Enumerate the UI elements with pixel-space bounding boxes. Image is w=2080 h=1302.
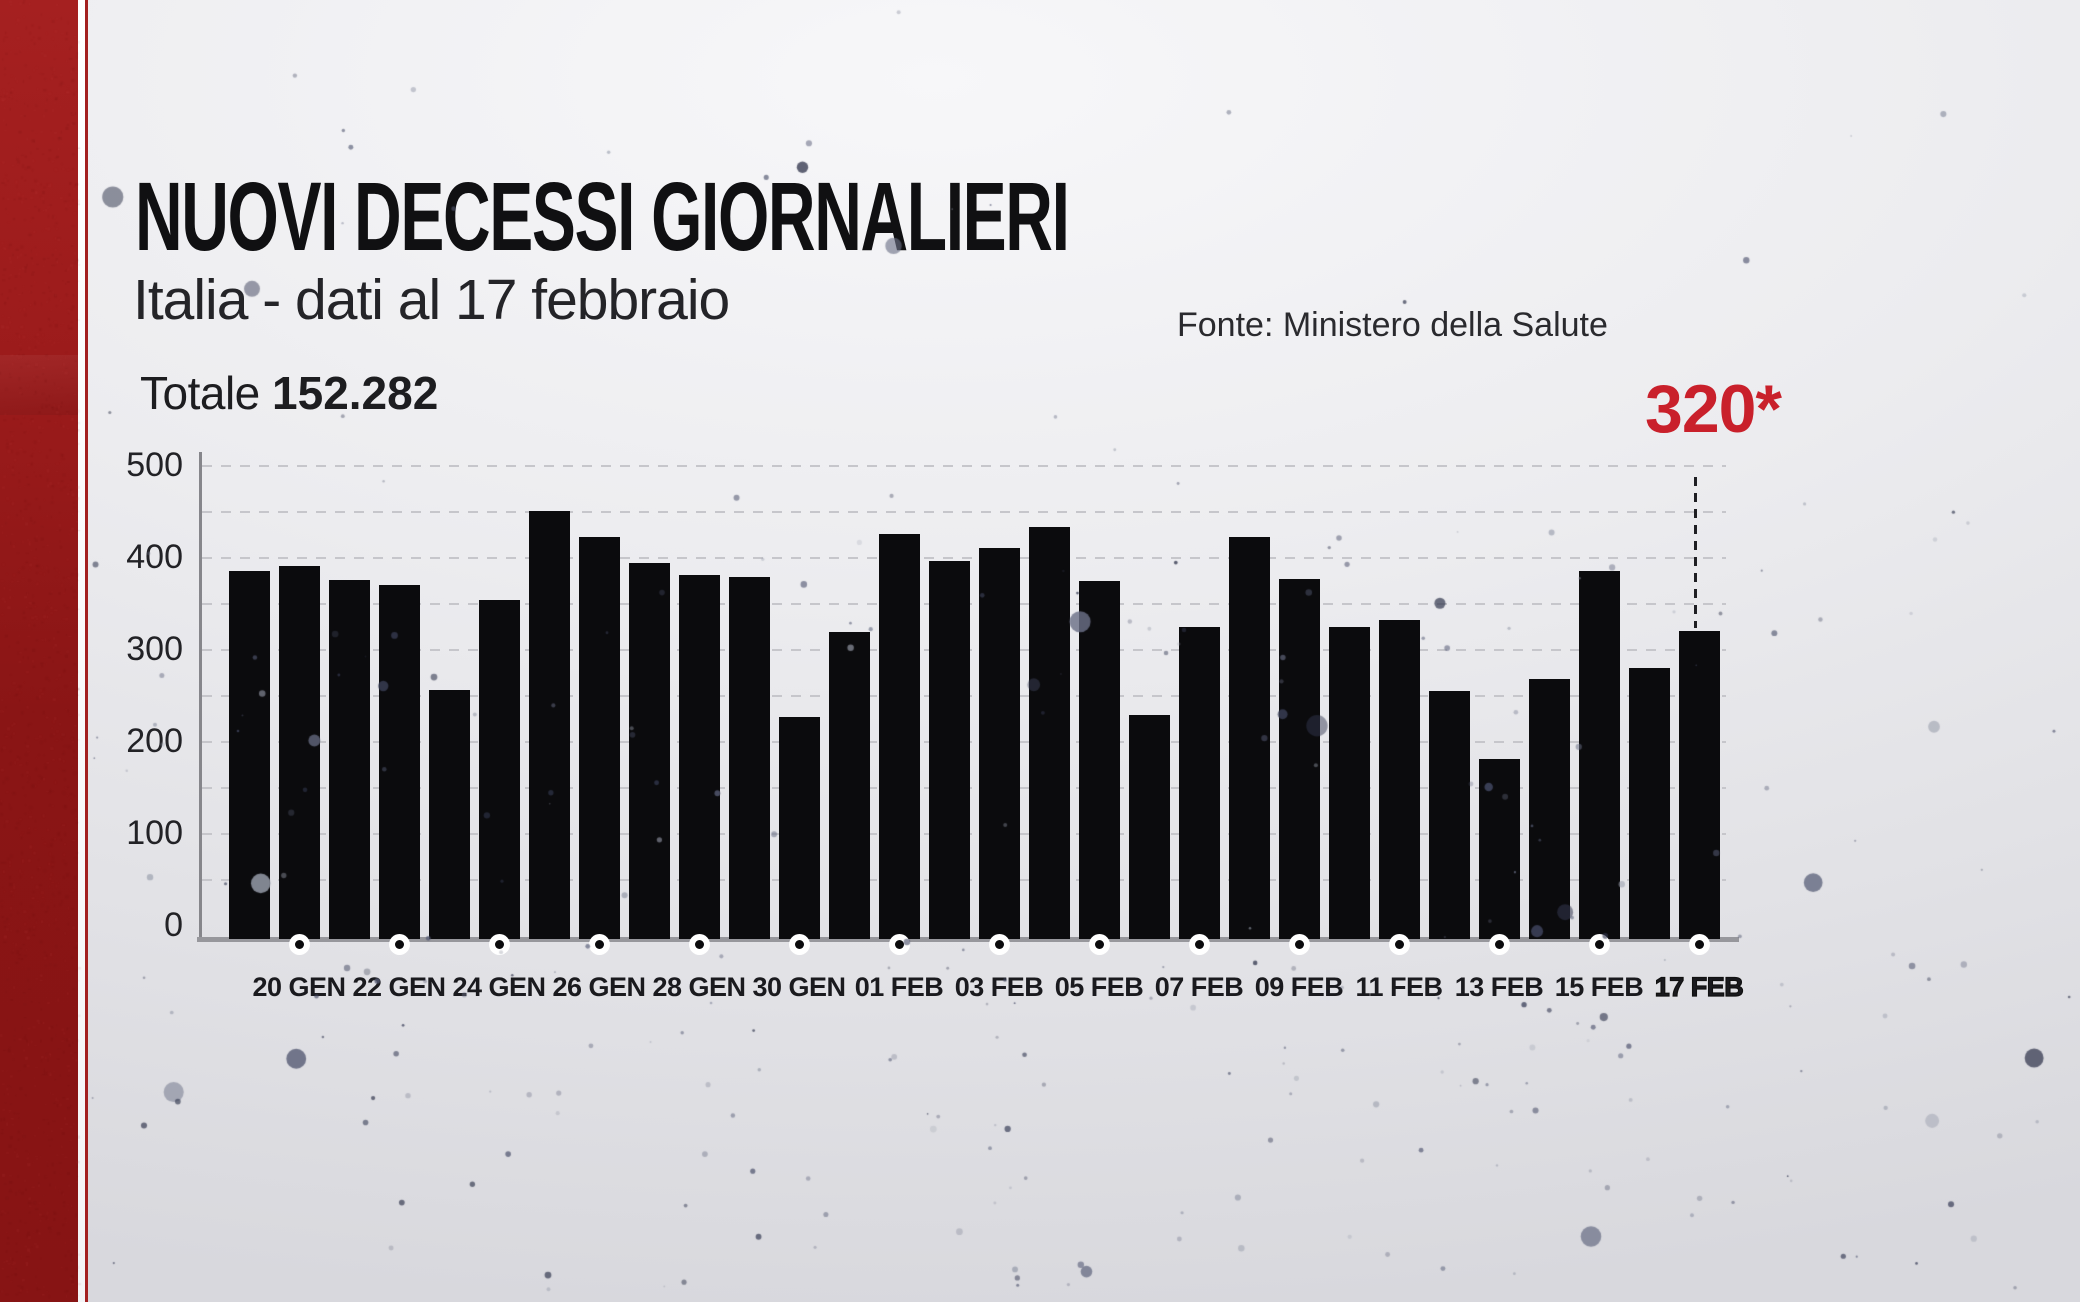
x-axis-tick-label: 30 GEN bbox=[752, 972, 846, 1002]
x-axis-marker bbox=[488, 934, 510, 955]
marker-dot bbox=[1594, 940, 1604, 949]
bar bbox=[678, 575, 720, 939]
x-axis-marker bbox=[1688, 934, 1710, 955]
marker-dot bbox=[494, 940, 504, 949]
x-axis-marker bbox=[788, 934, 810, 955]
bar bbox=[578, 536, 620, 939]
x-axis-tick-label: 01 FEB bbox=[854, 972, 944, 1002]
y-axis-tick-label: 300 bbox=[126, 630, 183, 668]
bar bbox=[1128, 715, 1170, 939]
x-axis-tick-label: 07 FEB bbox=[1154, 972, 1244, 1002]
y-axis-tick-label: 100 bbox=[126, 814, 183, 852]
bar bbox=[1478, 759, 1520, 939]
y-axis-tick-label: 0 bbox=[164, 906, 183, 944]
marker-dot bbox=[594, 940, 604, 949]
source-credit: Fonte: Ministero della Salute bbox=[1177, 306, 1608, 344]
marker-dot bbox=[1294, 940, 1304, 949]
x-axis-tick-label: 05 FEB bbox=[1054, 972, 1144, 1002]
marker-dot bbox=[294, 940, 304, 949]
x-axis-marker bbox=[688, 934, 710, 955]
total-value: 152.282 bbox=[272, 367, 439, 419]
x-axis-tick-label: 24 GEN bbox=[452, 972, 546, 1002]
marker-dot bbox=[794, 940, 804, 949]
bar bbox=[1578, 570, 1620, 939]
bar bbox=[378, 584, 420, 939]
x-axis-tick-label: 13 FEB bbox=[1454, 972, 1544, 1002]
marker-dot bbox=[1194, 940, 1204, 949]
marker-dot bbox=[994, 940, 1004, 949]
bar bbox=[828, 632, 870, 939]
bar bbox=[628, 563, 670, 939]
x-axis-tick-label: 03 FEB bbox=[954, 972, 1044, 1002]
bar bbox=[1078, 580, 1120, 939]
x-axis-marker bbox=[388, 934, 410, 955]
y-axis-tick-label: 200 bbox=[126, 722, 183, 760]
bar bbox=[728, 577, 770, 939]
gridline bbox=[202, 511, 1726, 513]
x-axis-marker bbox=[288, 934, 310, 955]
x-axis-tick-label: 26 GEN bbox=[552, 972, 646, 1002]
callout-dashed-line bbox=[1694, 477, 1697, 628]
bar bbox=[928, 560, 970, 939]
x-axis-tick-label: 11 FEB bbox=[1355, 972, 1443, 1002]
x-axis-marker bbox=[888, 934, 910, 955]
bar bbox=[328, 580, 370, 939]
x-axis-tick-label: 20 GEN bbox=[252, 972, 346, 1002]
marker-dot bbox=[694, 940, 704, 949]
x-axis-marker bbox=[1088, 934, 1110, 955]
marker-dot bbox=[1394, 940, 1404, 949]
marker-dot bbox=[1694, 940, 1704, 949]
x-axis-marker bbox=[1488, 934, 1510, 955]
x-axis-tick-label: 15 FEB bbox=[1554, 972, 1644, 1002]
bar bbox=[1178, 626, 1220, 939]
bar bbox=[278, 566, 320, 939]
total-label: Totale bbox=[140, 367, 260, 419]
marker-dot bbox=[394, 940, 404, 949]
bar bbox=[1028, 526, 1070, 939]
x-axis-marker bbox=[1588, 934, 1610, 955]
bar bbox=[1528, 679, 1570, 939]
bar bbox=[1278, 579, 1320, 939]
x-axis-tick-label: 22 GEN bbox=[352, 972, 446, 1002]
bar bbox=[1228, 536, 1270, 939]
gridline bbox=[202, 557, 1726, 559]
y-axis-tick-label: 400 bbox=[126, 538, 183, 576]
bar bbox=[778, 717, 820, 939]
x-axis-marker bbox=[588, 934, 610, 955]
x-axis-marker bbox=[1388, 934, 1410, 955]
x-axis-tick-label: 28 GEN bbox=[652, 972, 746, 1002]
bar bbox=[1678, 630, 1720, 939]
gridline bbox=[202, 465, 1726, 467]
x-axis-tick-label: 09 FEB bbox=[1254, 972, 1344, 1002]
marker-dot bbox=[1094, 940, 1104, 949]
bar bbox=[478, 600, 520, 939]
bar bbox=[528, 511, 570, 939]
x-axis-tick-label: 17 FEB bbox=[1654, 971, 1744, 1002]
bar bbox=[1328, 626, 1370, 939]
bar bbox=[428, 690, 470, 939]
last-value-callout: 320* bbox=[1645, 371, 1782, 447]
bar bbox=[878, 534, 920, 939]
bar bbox=[1428, 691, 1470, 939]
x-axis-marker bbox=[1188, 934, 1210, 955]
bar bbox=[978, 547, 1020, 939]
x-axis-marker bbox=[988, 934, 1010, 955]
x-axis-marker bbox=[1288, 934, 1310, 955]
page-subtitle: Italia - dati al 17 febbraio bbox=[133, 268, 730, 332]
marker-dot bbox=[1494, 940, 1504, 949]
y-axis-tick-label: 500 bbox=[126, 446, 183, 484]
total-deaths: Totale 152.282 bbox=[140, 366, 438, 420]
bar bbox=[1378, 619, 1420, 939]
bar bbox=[1628, 668, 1670, 939]
marker-dot bbox=[894, 940, 904, 949]
bar bbox=[228, 570, 270, 939]
page-title: NUOVI DECESSI GIORNALIERI bbox=[135, 162, 1070, 271]
